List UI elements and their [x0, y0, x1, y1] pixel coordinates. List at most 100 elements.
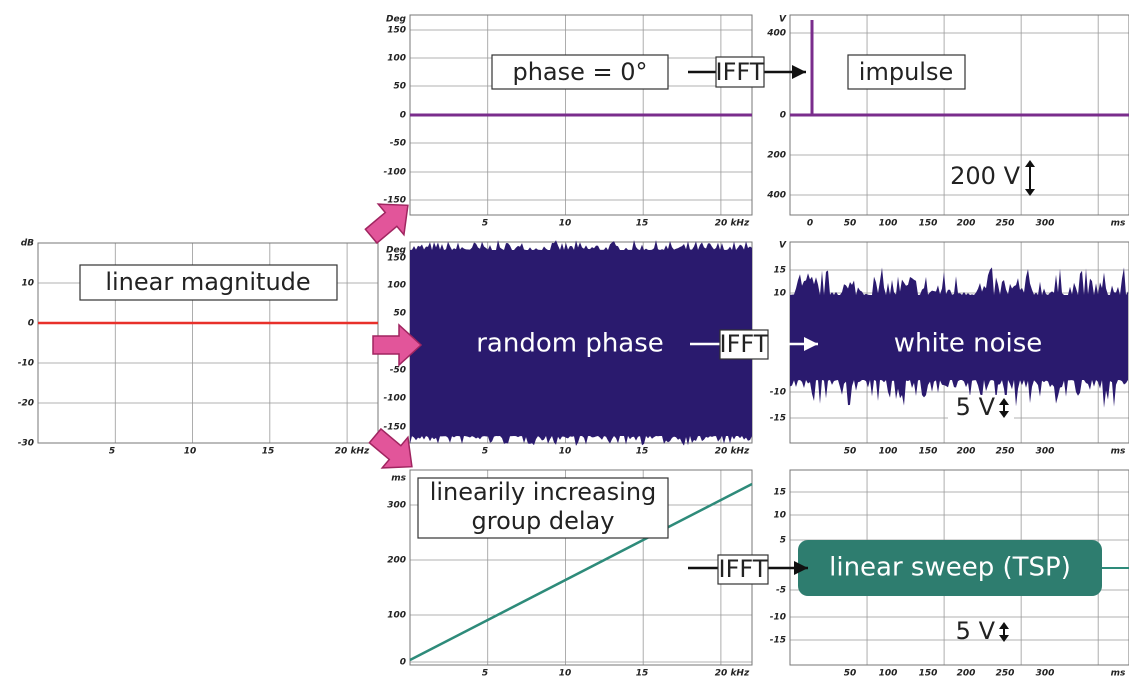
unit-label: ms [391, 474, 406, 484]
x-tick-label: 10 [559, 447, 572, 457]
scale-label: 5 V [956, 617, 996, 645]
scale-head [999, 635, 1009, 642]
y-tick-label: -150 [383, 196, 406, 206]
label-box [847, 54, 966, 90]
pink-arrow [372, 323, 423, 367]
y-tick-label: -10 [770, 613, 786, 623]
unit-label: Deg [386, 246, 407, 256]
ifft-label: IFFT [719, 555, 768, 583]
scale-head [999, 622, 1009, 629]
label-box [491, 54, 669, 90]
sweep-band [798, 540, 1102, 596]
unit-label: Deg [386, 15, 407, 25]
y-tick-label: 400 [766, 191, 786, 201]
y-tick-label: -100 [383, 394, 406, 404]
unit-label: V [779, 15, 787, 25]
scale-label: 200 V [950, 162, 1020, 190]
x-tick-label: 50 [844, 219, 857, 229]
flow-head [794, 561, 808, 575]
white-noise-label: white noise [894, 329, 1043, 359]
x-tick-label: 15 [636, 669, 649, 677]
ifft-box [719, 329, 769, 360]
x-tick-label: 200 [957, 219, 976, 229]
x-tick-label: 15 [636, 447, 649, 457]
x-tick-label: ms [1111, 219, 1126, 229]
phase-label: phase = 0° [512, 58, 647, 86]
y-tick-label: -50 [390, 139, 406, 149]
label-box [417, 477, 669, 539]
x-tick-label: 20 kHz [335, 447, 370, 457]
y-tick-label: 15 [773, 266, 786, 276]
y-tick-label: -100 [383, 168, 406, 178]
x-tick-label: 300 [1036, 669, 1055, 677]
y-tick-label: -50 [390, 366, 406, 376]
x-tick-label: ms [1111, 447, 1126, 457]
y-tick-label: 10 [773, 511, 786, 521]
group-delay-label: linearily increasing [430, 478, 657, 506]
y-tick-label: 400 [766, 29, 786, 39]
x-tick-label: 300 [1036, 219, 1055, 229]
x-tick-label: 150 [919, 447, 938, 457]
y-tick-label: -15 [770, 414, 786, 424]
y-tick-label: 0 [780, 111, 786, 121]
x-tick-label: 20 kHz [715, 447, 750, 457]
y-tick-label: 0 [400, 658, 406, 668]
pink-arrow [368, 427, 413, 469]
y-tick-label: 10 [21, 279, 34, 289]
y-tick-label: -5 [776, 586, 786, 596]
y-tick-label: 100 [387, 611, 406, 621]
y-tick-label: -30 [18, 439, 34, 449]
group-delay-label: group delay [472, 507, 615, 535]
pink-arrow [364, 203, 409, 245]
x-tick-label: 50 [844, 669, 857, 677]
y-tick-label: 100 [387, 281, 406, 291]
x-tick-label: 20 kHz [715, 219, 750, 229]
y-tick-label: 5 [780, 536, 786, 546]
x-tick-label: 5 [482, 219, 488, 229]
ifft-label: IFFT [716, 58, 765, 86]
y-tick-label: 0 [400, 111, 406, 121]
x-tick-label: 250 [996, 669, 1015, 677]
sweep-label: linear sweep (TSP) [829, 553, 1071, 583]
y-tick-label: 200 [767, 151, 786, 161]
x-tick-label: ms [1111, 669, 1126, 677]
y-tick-label: 15 [773, 488, 786, 498]
x-tick-label: 250 [996, 219, 1015, 229]
scale-label: 5 V [956, 393, 996, 421]
group-delay-curve [409, 482, 753, 662]
x-tick-label: 15 [262, 447, 275, 457]
y-tick-label: 10 [773, 289, 786, 299]
ifft-box [715, 56, 765, 88]
magnitude-label: linear magnitude [105, 268, 310, 296]
y-tick-label: -150 [383, 423, 406, 433]
x-tick-label: 10 [184, 447, 197, 457]
y-tick-label: -10 [18, 359, 34, 369]
y-tick-label: -20 [18, 399, 34, 409]
ifft-label: IFFT [720, 330, 769, 358]
y-tick-label: 50 [393, 309, 406, 319]
unit-label: V [779, 241, 787, 251]
x-tick-label: 50 [844, 447, 857, 457]
x-tick-label: 100 [879, 669, 898, 677]
scale-head [999, 398, 1009, 405]
flow-head [792, 65, 806, 79]
white-noise-band [790, 267, 1128, 408]
scale-head [1025, 160, 1035, 167]
flow-head [804, 337, 818, 351]
unit-label: dB [21, 239, 34, 249]
x-tick-label: 15 [636, 219, 649, 229]
x-tick-label: 5 [482, 669, 488, 677]
y-tick-label: 200 [387, 556, 406, 566]
random-phase-band [410, 240, 752, 446]
label-box [79, 264, 338, 301]
y-tick-label: 150 [387, 254, 406, 264]
x-tick-label: 150 [919, 219, 938, 229]
y-tick-label: -10 [770, 388, 786, 398]
x-tick-label: 250 [996, 447, 1015, 457]
x-tick-label: 20 kHz [715, 669, 750, 677]
scale-head [999, 411, 1009, 418]
y-tick-label: 100 [387, 54, 406, 64]
random-phase-label: random phase [476, 329, 664, 359]
x-tick-label: 200 [957, 447, 976, 457]
